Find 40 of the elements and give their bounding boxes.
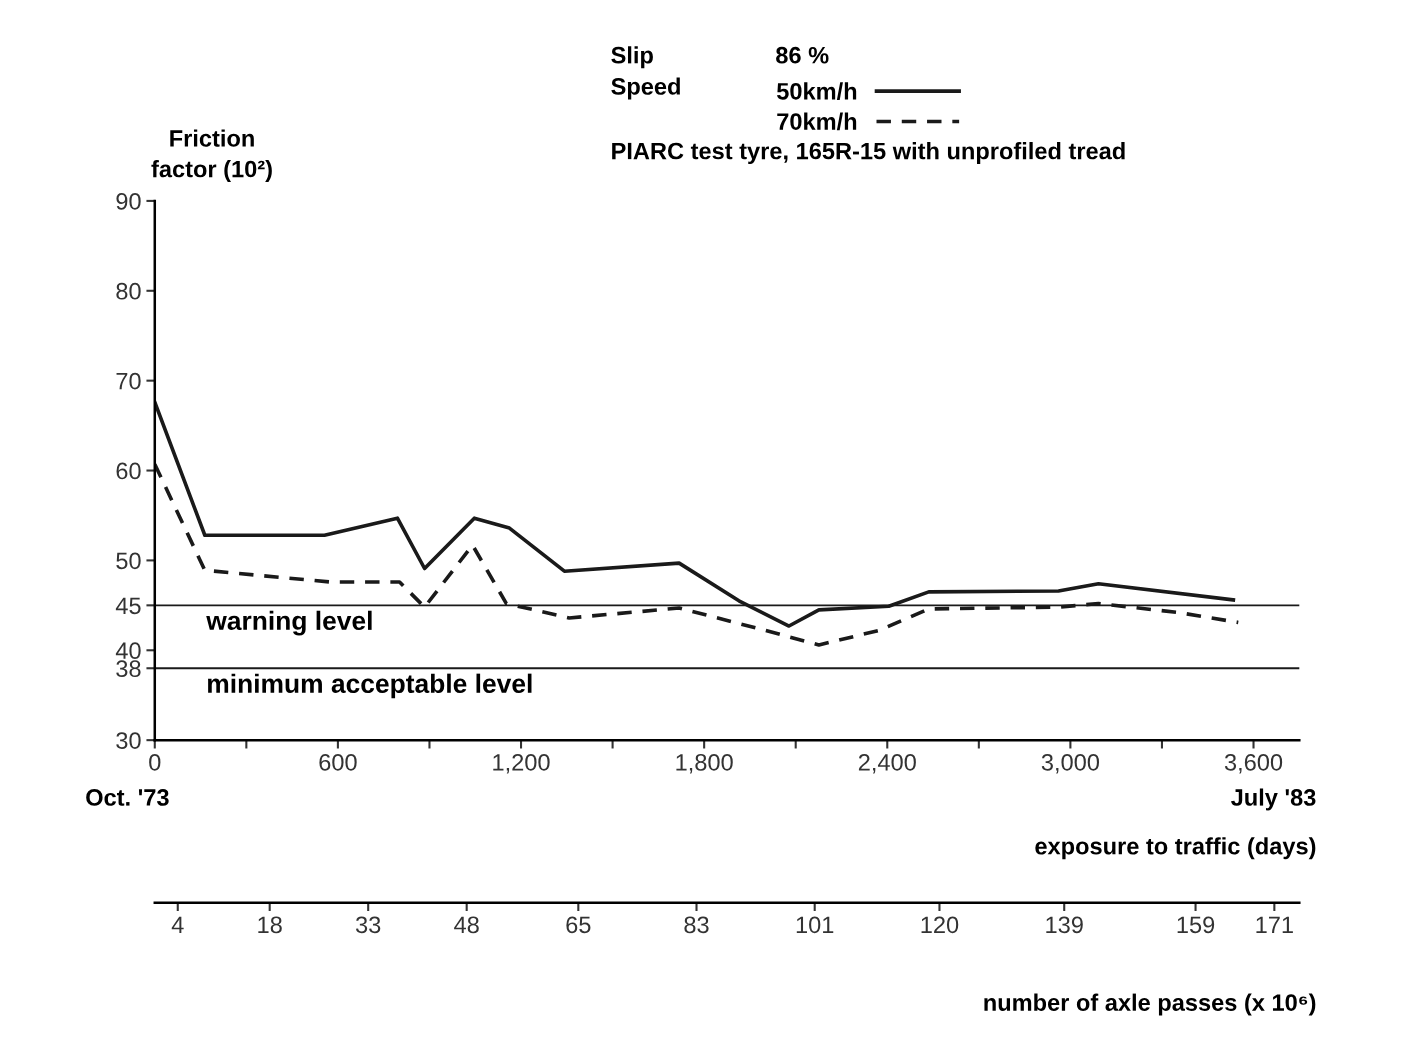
x2-tick-label: 139 <box>1046 916 1083 934</box>
text: Speed <box>611 77 680 100</box>
y-axis-title: Friction factor (10²) <box>151 129 272 183</box>
x2-tick-label: 159 <box>1177 916 1215 934</box>
text: Oct. '73 <box>86 789 169 806</box>
legend-label: 70km/h <box>777 112 857 131</box>
x2-tick-label: 48 <box>454 916 479 934</box>
ref-line-label: minimum acceptable level <box>208 673 532 699</box>
x-tick-label: 1,200 <box>493 753 550 774</box>
y-tick-label: 40 <box>115 642 141 660</box>
x2-tick-label: 65 <box>566 916 591 934</box>
x2-tick-label: 4 <box>171 916 184 933</box>
y-tick-label: 50 <box>116 552 141 570</box>
x-tick-label: 3,600 <box>1224 753 1283 774</box>
x-tick-label: 1,800 <box>676 753 733 774</box>
x2-tick-label: 120 <box>921 916 959 934</box>
x-tick-label: 600 <box>319 753 357 771</box>
x2-tick-label: 18 <box>258 916 282 934</box>
x2-tick-label: 101 <box>796 916 834 934</box>
x2-tick-label: 33 <box>355 916 381 934</box>
y-tick-label: 30 <box>116 732 141 749</box>
x-tick-label: 3,000 <box>1041 753 1100 774</box>
y-tick-label: 70 <box>116 372 141 390</box>
ref-line-label: warning level <box>206 610 372 636</box>
text: 86 % <box>776 46 829 64</box>
y-tick-label: 60 <box>116 462 141 480</box>
legend-label: 50km/h <box>776 82 857 100</box>
y-tick-label: 45 <box>115 597 141 615</box>
x-tick-label: 2,400 <box>858 753 916 774</box>
text: Slip <box>611 46 653 69</box>
y-tick-label: 90 <box>116 192 141 210</box>
x-tick-label: 0 <box>149 753 161 771</box>
y-tick-label: 80 <box>116 282 141 300</box>
x2-tick-label: 171 <box>1256 916 1293 933</box>
y-tick-label: 38 <box>116 660 141 678</box>
text: PIARC test tyre, 165R-15 with unprofiled tread <box>612 142 1125 165</box>
x2-axis-title: number of axle passes (x 10⁶) <box>984 993 1316 1016</box>
x-axis-title: exposure to traffic (days) <box>1035 837 1316 860</box>
x2-tick-label: 83 <box>684 916 709 934</box>
text: July '83 <box>1231 788 1316 811</box>
